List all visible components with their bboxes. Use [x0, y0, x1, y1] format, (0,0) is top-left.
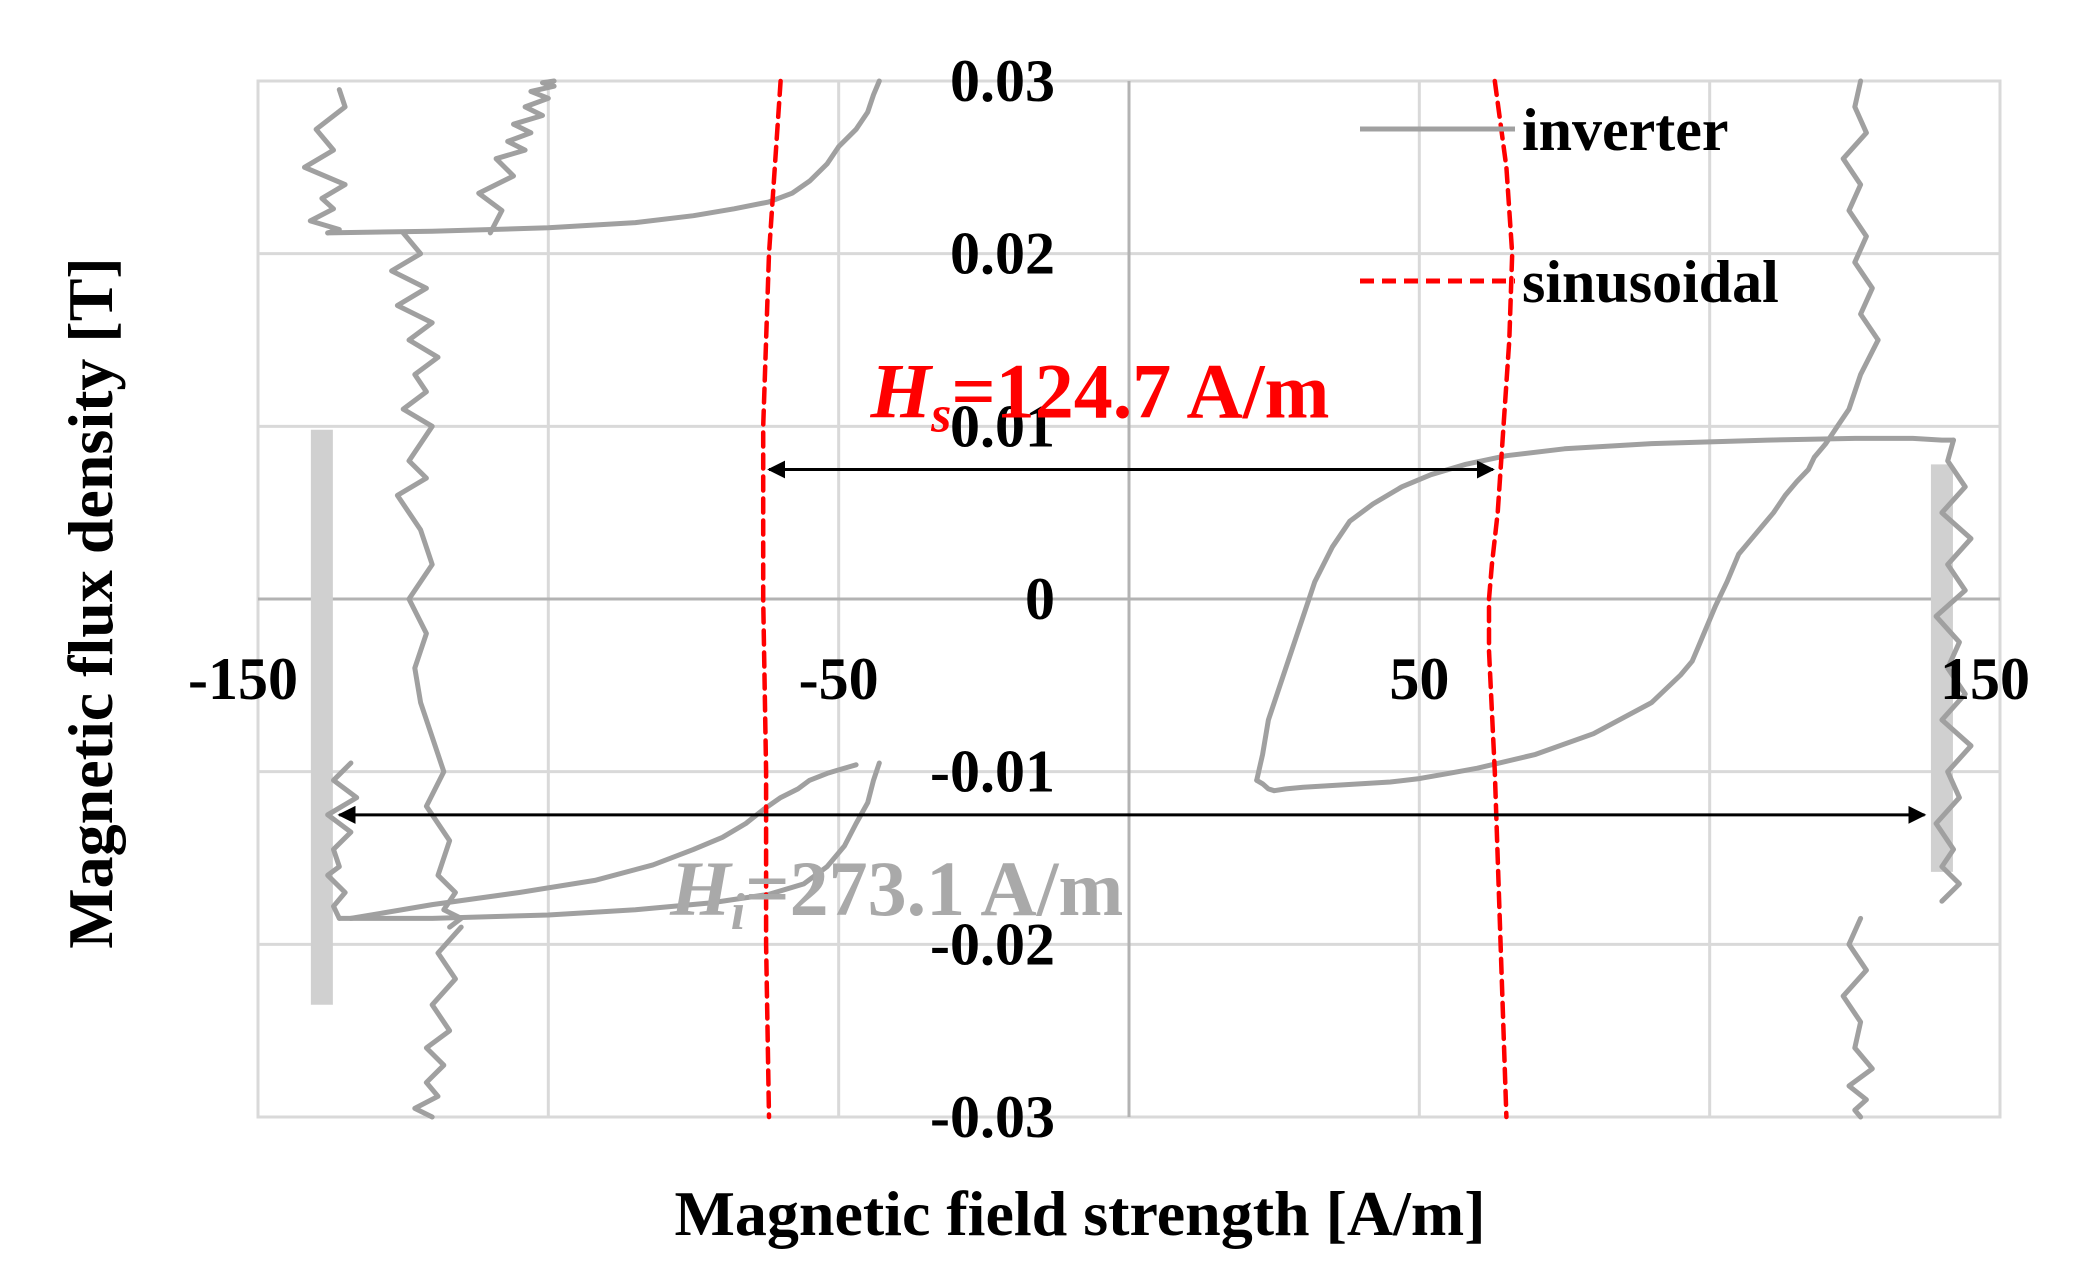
grid	[256, 79, 2002, 1119]
y-tick-label: -0.02	[930, 911, 1055, 977]
series-inverter-segment-10	[1254, 435, 1956, 783]
y-tick-label: 0.02	[950, 221, 1055, 287]
hi-subscript: i	[731, 884, 746, 941]
series-sinusoidal-segment-0	[760, 78, 783, 1120]
hs-value: =124.7 A/m	[951, 348, 1329, 435]
hi-italic-h: H	[669, 845, 733, 932]
series-inverter-segment-12	[1840, 915, 1875, 1120]
x-tick-label: -150	[188, 646, 298, 712]
y-tick-label: 0.01	[950, 393, 1055, 459]
x-tick-label: 150	[1940, 646, 2030, 712]
arrow-group	[337, 460, 1927, 824]
y-tick-label: -0.03	[930, 1084, 1055, 1150]
y-tick-label: 0	[1025, 566, 1055, 632]
series-inverter-segment-2	[476, 78, 557, 236]
y-axis-title: Magnetic flux density [T]	[55, 257, 126, 949]
x-tick-label: 50	[1389, 646, 1449, 712]
series-inverter-segment-8	[1840, 78, 1881, 343]
hs-subscript: s	[930, 387, 951, 444]
hi-annotation: Hi=273.1 A/m	[669, 845, 1123, 941]
legend-label-inverter: inverter	[1522, 97, 1729, 163]
series-inverter-segment-5	[336, 760, 882, 921]
hi-value: =273.1 A/m	[745, 845, 1123, 932]
series-inverter-segment-4	[325, 760, 360, 921]
x-tick-label: -50	[799, 646, 879, 712]
series-inverter-segment-11	[1933, 437, 1974, 904]
series-inverter-segment-7	[412, 924, 464, 1120]
hs-annotation: Hs=124.7 A/m	[869, 348, 1329, 444]
series-inverter-segment-3	[389, 230, 464, 930]
hs-italic-h: H	[869, 348, 933, 435]
series-inverter-segment-1	[325, 78, 882, 236]
series-inverter-segment-9	[1254, 337, 1881, 794]
legend: inverter sinusoidal	[1360, 97, 1779, 315]
tick-labels: -150 -50 50 150 0.03 0.02 0.01 0 -0.01 -0.02 -0.03	[188, 48, 2030, 1150]
series-group	[302, 78, 1974, 1120]
legend-label-sinusoidal: sinusoidal	[1522, 249, 1779, 315]
y-tick-label: 0.03	[950, 48, 1055, 114]
x-axis-title: Magnetic field strength [A/m]	[674, 1178, 1485, 1249]
bands	[310, 429, 1953, 1005]
y-tick-label: -0.01	[930, 739, 1055, 805]
series-inverter-segment-0	[302, 87, 348, 236]
series-sinusoidal-segment-1	[1486, 78, 1515, 1120]
